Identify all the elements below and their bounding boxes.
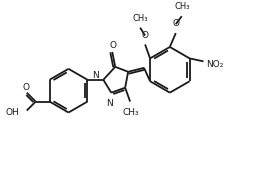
Text: O: O: [142, 30, 149, 39]
Text: O: O: [172, 19, 179, 28]
Text: CH₃: CH₃: [132, 14, 148, 23]
Text: N: N: [106, 99, 113, 108]
Text: NO₂: NO₂: [206, 60, 223, 69]
Text: O: O: [110, 42, 117, 50]
Text: OH: OH: [5, 108, 19, 117]
Text: N: N: [93, 71, 99, 80]
Text: CH₃: CH₃: [123, 108, 139, 117]
Text: O: O: [22, 83, 29, 92]
Text: CH₃: CH₃: [174, 2, 190, 11]
